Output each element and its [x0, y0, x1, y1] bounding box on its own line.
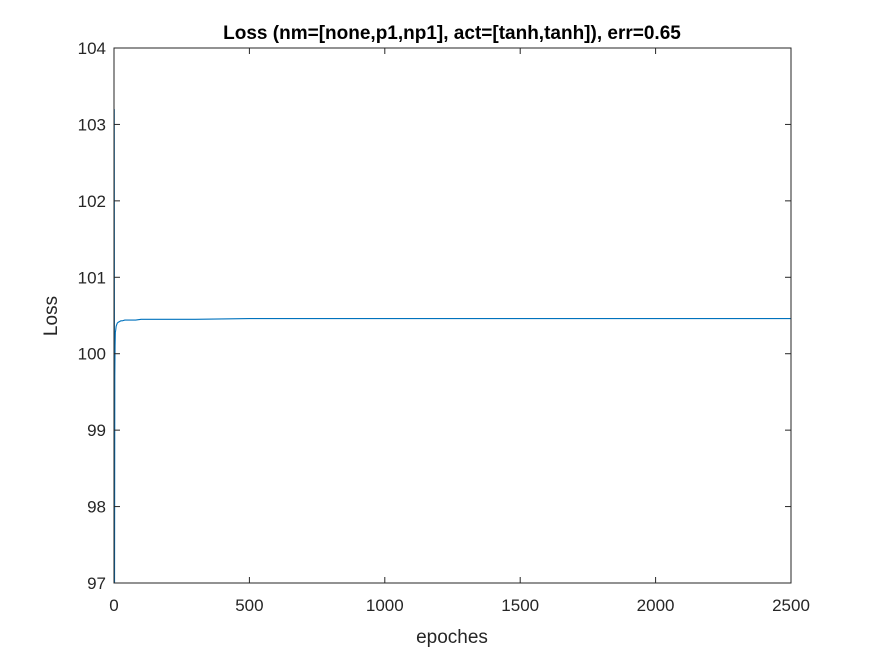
y-tick-label: 99: [87, 421, 106, 440]
x-tick-label: 2500: [772, 596, 810, 615]
x-tick-label: 1000: [366, 596, 404, 615]
y-axis-label: Loss: [41, 296, 62, 336]
axis-ticks: 0 500 1000 1500 2000 2500 97 98 99 100 101 102 103 10…: [78, 39, 810, 615]
loss-series-line: [113, 109, 791, 584]
x-tick-label: 1500: [501, 596, 539, 615]
x-tick-label: 0: [109, 596, 118, 615]
x-axis-label: epoches: [416, 627, 488, 648]
y-tick-label: 102: [78, 192, 106, 211]
y-tick-label: 98: [87, 498, 106, 517]
y-tick-label: 101: [78, 268, 106, 287]
plot-area: [113, 109, 791, 584]
y-tick-label: 100: [78, 345, 106, 364]
y-tick-label: 97: [87, 574, 106, 593]
plot-frame: [113, 47, 792, 584]
y-tick-label: 104: [78, 39, 106, 58]
y-tick-label: 103: [78, 115, 106, 134]
chart-title: Loss (nm=[none,p1,np1], act=[tanh,tanh])…: [223, 23, 681, 44]
x-tick-label: 500: [235, 596, 263, 615]
x-tick-label: 2000: [637, 596, 675, 615]
